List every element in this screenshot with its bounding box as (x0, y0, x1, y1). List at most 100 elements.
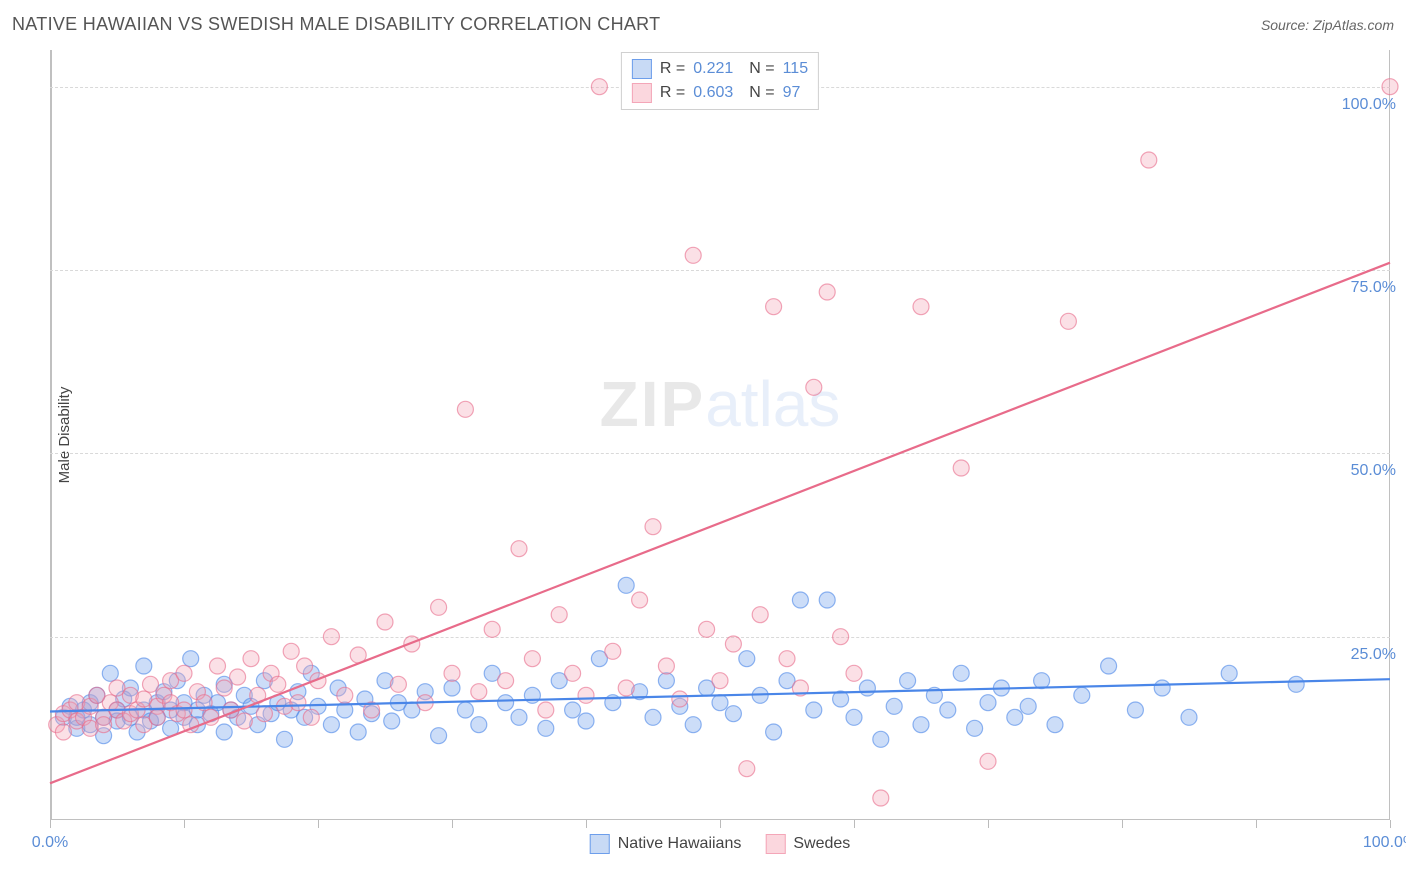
scatter-point (484, 621, 500, 637)
scatter-point (672, 691, 688, 707)
legend-swatch (765, 834, 785, 854)
scatter-point (1221, 665, 1237, 681)
scatter-point (390, 676, 406, 692)
scatter-point (283, 643, 299, 659)
x-tick (720, 820, 721, 828)
scatter-point (551, 607, 567, 623)
scatter-point (183, 651, 199, 667)
legend-swatch (632, 83, 652, 103)
legend-swatch (590, 834, 610, 854)
scatter-point (431, 599, 447, 615)
x-tick (184, 820, 185, 828)
scatter-point (384, 713, 400, 729)
legend-series: Native Hawaiians Swedes (590, 834, 851, 854)
scatter-point (846, 665, 862, 681)
scatter-point (578, 687, 594, 703)
scatter-point (632, 592, 648, 608)
scatter-point (859, 680, 875, 696)
scatter-point (1382, 79, 1398, 95)
scatter-point (819, 284, 835, 300)
scatter-point (940, 702, 956, 718)
scatter-point (176, 702, 192, 718)
scatter-point (243, 651, 259, 667)
n-label: N = (749, 60, 774, 78)
scatter-point (323, 717, 339, 733)
scatter-point (846, 709, 862, 725)
r-label: R = (660, 60, 685, 78)
n-value: 97 (783, 84, 801, 102)
scatter-point (1007, 709, 1023, 725)
legend-swatch (632, 59, 652, 79)
scatter-point (886, 698, 902, 714)
scatter-point (725, 636, 741, 652)
scatter-point (565, 702, 581, 718)
x-tick (854, 820, 855, 828)
scatter-point (297, 658, 313, 674)
scatter-point (953, 665, 969, 681)
legend-item: Native Hawaiians (590, 834, 742, 854)
x-tick (318, 820, 319, 828)
scatter-point (578, 713, 594, 729)
legend-item: Swedes (765, 834, 850, 854)
scatter-point (511, 541, 527, 557)
scatter-point (980, 695, 996, 711)
scatter-point (256, 706, 272, 722)
legend-correlation: R =0.221N =115R =0.603N =97 (621, 52, 819, 110)
legend-label: Swedes (793, 835, 850, 853)
scatter-point (377, 614, 393, 630)
scatter-point (913, 717, 929, 733)
scatter-point (1047, 717, 1063, 733)
scatter-point (873, 731, 889, 747)
scatter-point (277, 731, 293, 747)
x-tick (452, 820, 453, 828)
scatter-point (323, 629, 339, 645)
scatter-point (96, 717, 112, 733)
scatter-point (658, 673, 674, 689)
scatter-point (236, 713, 252, 729)
legend-label: Native Hawaiians (618, 835, 742, 853)
scatter-point (685, 247, 701, 263)
scatter-point (873, 790, 889, 806)
scatter-point (565, 665, 581, 681)
x-tick (1122, 820, 1123, 828)
scatter-point (913, 299, 929, 315)
scatter-point (1288, 676, 1304, 692)
chart-source: Source: ZipAtlas.com (1261, 17, 1394, 33)
x-tick (586, 820, 587, 828)
scatter-point (752, 607, 768, 623)
scatter-point (538, 702, 554, 718)
r-value: 0.603 (693, 84, 741, 102)
scatter-point (176, 665, 192, 681)
scatter-point (953, 460, 969, 476)
scatter-point (1181, 709, 1197, 725)
scatter-point (712, 695, 728, 711)
scatter-point (498, 673, 514, 689)
r-label: R = (660, 84, 685, 102)
scatter-point (819, 592, 835, 608)
x-tick (1390, 820, 1391, 828)
scatter-point (1020, 698, 1036, 714)
x-tick (1256, 820, 1257, 828)
scatter-point (471, 684, 487, 700)
scatter-point (980, 753, 996, 769)
scatter-point (900, 673, 916, 689)
scatter-point (645, 709, 661, 725)
scatter-point (658, 658, 674, 674)
scatter-point (779, 651, 795, 667)
scatter-point (498, 695, 514, 711)
plot-area: Male Disability 25.0%50.0%75.0%100.0% 0.… (50, 50, 1390, 820)
chart-header: NATIVE HAWAIIAN VS SWEDISH MALE DISABILI… (12, 14, 1394, 35)
scatter-point (431, 728, 447, 744)
scatter-point (967, 720, 983, 736)
scatter-point (1101, 658, 1117, 674)
scatter-point (149, 709, 165, 725)
x-tick (50, 820, 51, 828)
scatter-point (1060, 313, 1076, 329)
x-tick-label: 100.0% (1363, 834, 1406, 852)
scatter-point (143, 676, 159, 692)
n-label: N = (749, 84, 774, 102)
scatter-point (605, 643, 621, 659)
scatter-point (1154, 680, 1170, 696)
scatter-point (511, 709, 527, 725)
scatter-point (1141, 152, 1157, 168)
